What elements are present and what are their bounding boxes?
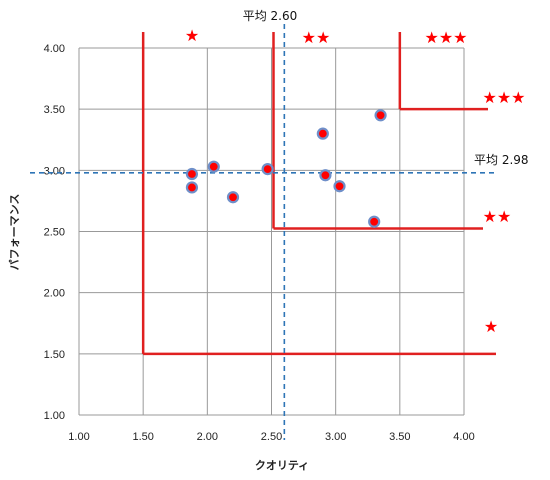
average-lines	[30, 24, 496, 440]
y-tick-label: 2.50	[44, 227, 65, 239]
star-rating-label: ★★★	[424, 28, 467, 47]
data-point	[374, 109, 387, 122]
x-tick-label: 4.00	[453, 431, 474, 443]
x-axis-title: クオリティ	[255, 459, 309, 472]
y-tick-label: 2.00	[44, 288, 65, 300]
x-tick-label: 2.50	[261, 431, 282, 443]
data-point	[319, 169, 332, 182]
y-tick-label: 3.00	[44, 165, 65, 177]
x-tick-label: 1.50	[132, 431, 153, 443]
star-rating-label: ★★	[302, 28, 331, 47]
x-tick-label: 3.50	[389, 431, 410, 443]
star-rating-label: ★	[484, 317, 498, 336]
data-point	[316, 127, 329, 140]
x-tick-label: 3.00	[325, 431, 346, 443]
data-point	[207, 160, 220, 173]
average-x-label: 平均 2.60	[243, 9, 298, 23]
data-point	[261, 163, 274, 176]
data-point	[185, 181, 199, 194]
star-rating-label: ★★★	[482, 88, 525, 107]
y-tick-label: 1.00	[44, 410, 65, 422]
average-y-label: 平均 2.98	[474, 153, 529, 167]
x-tick-label: 2.00	[197, 431, 218, 443]
data-point	[185, 167, 199, 181]
y-tick-label: 3.50	[44, 104, 65, 116]
y-tick-label: 1.50	[44, 349, 65, 361]
tick-labels: 1.00 1.50 2.00 2.50 3.00 3.50 4.00 1.00 1.50 2.00…	[44, 43, 475, 443]
y-axis-title: パフォーマンス	[8, 194, 21, 271]
zone-boundaries	[141, 32, 496, 356]
star-rating-label: ★	[185, 26, 199, 45]
data-point	[333, 180, 346, 193]
y-tick-label: 4.00	[44, 43, 65, 55]
data-point	[368, 215, 381, 228]
data-points	[185, 109, 387, 228]
grid	[78, 47, 465, 416]
star-rating-label: ★★	[483, 207, 512, 226]
data-point	[226, 191, 240, 204]
x-tick-label: 1.00	[68, 431, 89, 443]
